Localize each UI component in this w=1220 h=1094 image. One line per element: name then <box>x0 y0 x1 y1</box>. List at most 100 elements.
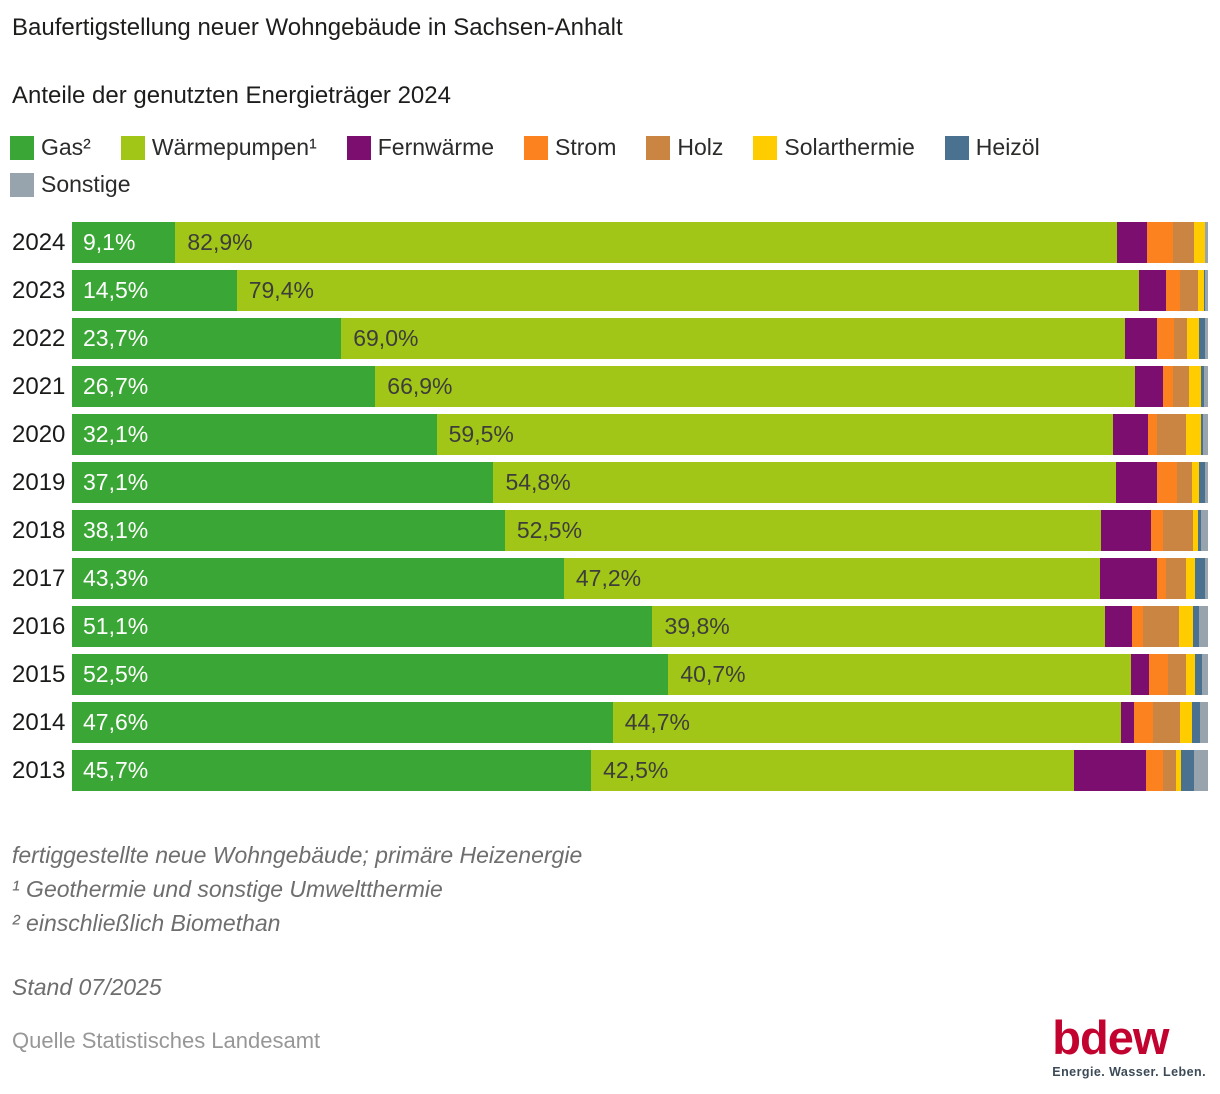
stacked-bar: 45,7% 42,5% <box>72 750 1208 791</box>
bar-segment-solarthermie <box>1176 750 1182 791</box>
bar-segment-sonstige <box>1203 366 1208 407</box>
segment-value-label: 23,7% <box>83 325 149 351</box>
chart-row-2018: 2018 38,1% 52,5% <box>0 510 1208 551</box>
footnote-line-3: ² einschließlich Biomethan <box>12 910 281 936</box>
chart-row-2015: 2015 52,5% 40,7% <box>0 654 1208 695</box>
bar-segment-fernwärme <box>1100 558 1157 599</box>
year-label: 2015 <box>12 660 66 688</box>
bar-segment-wärmepumpen: 40,7% <box>668 654 1131 695</box>
bar-segment-gas: 47,6% <box>72 702 613 743</box>
segment-value-label: 44,7% <box>624 709 690 735</box>
year-label: 2019 <box>12 468 66 496</box>
chart-row-2019: 2019 37,1% 54,8% <box>0 462 1208 503</box>
bar-segment-sonstige <box>1204 558 1208 599</box>
bar-segment-strom <box>1134 702 1153 743</box>
bar-segment-sonstige <box>1199 606 1208 647</box>
bar-segment-strom <box>1162 366 1173 407</box>
bar-segment-sonstige <box>1193 750 1208 791</box>
segment-value-label: 39,8% <box>664 613 730 639</box>
bar-segment-fernwärme <box>1101 510 1152 551</box>
chart-row-2022: 2022 23,7% 69,0% <box>0 318 1208 359</box>
segment-value-label: 42,5% <box>603 757 669 783</box>
bar-segment-fernwärme <box>1117 222 1147 263</box>
bar-segment-wärmepumpen: 82,9% <box>175 222 1118 263</box>
segment-value-label: 40,7% <box>680 661 746 687</box>
bar-segment-gas: 52,5% <box>72 654 669 695</box>
bar-segment-gas: 38,1% <box>72 510 505 551</box>
bar-segment-wärmepumpen: 42,5% <box>591 750 1074 791</box>
bar-segment-solarthermie <box>1180 702 1193 743</box>
stacked-bar: 26,7% 66,9% <box>72 366 1208 407</box>
legend-label: Strom <box>555 134 617 160</box>
bar-segment-heizöl <box>1193 606 1200 647</box>
stacked-bar: 32,1% 59,5% <box>72 414 1208 455</box>
chart-row-2020: 2020 32,1% 59,5% <box>0 414 1208 455</box>
legend-swatch-icon <box>120 135 145 160</box>
segment-value-label: 45,7% <box>83 757 149 783</box>
segment-value-label: 59,5% <box>448 421 514 447</box>
bar-segment-strom <box>1156 558 1166 599</box>
bar-segment-holz <box>1174 318 1187 359</box>
stacked-bar: 23,7% 69,0% <box>72 318 1208 359</box>
legend-label: Gas² <box>41 134 91 160</box>
segment-value-label: 82,9% <box>187 229 253 255</box>
stacked-bar: 52,5% 40,7% <box>72 654 1208 695</box>
year-label: 2021 <box>12 372 66 400</box>
page-title: Baufertigstellung neuer Wohngebäude in S… <box>12 14 623 41</box>
bar-segment-wärmepumpen: 69,0% <box>341 318 1126 359</box>
bar-segment-solarthermie <box>1178 606 1194 647</box>
legend-label: Fernwärme <box>377 134 495 160</box>
bar-segment-sonstige <box>1204 462 1208 503</box>
bar-segment-gas: 43,3% <box>72 558 564 599</box>
bar-segment-strom <box>1148 654 1168 695</box>
legend-item: Fernwärme <box>346 134 495 161</box>
bar-segment-solarthermie <box>1186 318 1199 359</box>
legend-swatch-icon <box>646 135 671 160</box>
chart-row-2013: 2013 45,7% 42,5% <box>0 750 1208 791</box>
chart-row-2016: 2016 51,1% 39,8% <box>0 606 1208 647</box>
segment-value-label: 32,1% <box>83 421 149 447</box>
bar-segment-heizöl <box>1181 750 1194 791</box>
bar-segment-holz <box>1142 606 1179 647</box>
footnote-line-2: ¹ Geothermie und sonstige Umweltthermie <box>12 876 443 902</box>
logo-wordmark: bdew <box>1052 1011 1169 1064</box>
legend-swatch-icon <box>944 135 969 160</box>
stacked-bar: 38,1% 52,5% <box>72 510 1208 551</box>
chart-row-2014: 2014 47,6% 44,7% <box>0 702 1208 743</box>
legend-item: Strom <box>524 134 616 161</box>
segment-value-label: 43,3% <box>83 565 149 591</box>
bar-segment-sonstige <box>1205 270 1208 311</box>
bar-segment-holz <box>1167 654 1186 695</box>
year-label: 2023 <box>12 276 66 304</box>
bar-segment-fernwärme <box>1125 318 1157 359</box>
bar-segment-solarthermie <box>1188 366 1201 407</box>
bar-segment-sonstige <box>1203 414 1208 455</box>
bar-segment-heizöl <box>1199 462 1205 503</box>
legend-item: Heizöl <box>944 134 1040 161</box>
bar-segment-wärmepumpen: 59,5% <box>436 414 1113 455</box>
chart-row-2017: 2017 43,3% 47,2% <box>0 558 1208 599</box>
bar-segment-fernwärme <box>1120 702 1135 743</box>
year-label: 2022 <box>12 324 66 352</box>
bar-segment-heizöl <box>1200 414 1204 455</box>
bar-segment-wärmepumpen: 44,7% <box>612 702 1121 743</box>
segment-value-label: 26,7% <box>83 373 149 399</box>
bdew-logo: bdew Energie. Wasser. Leben. <box>1052 1011 1206 1080</box>
bar-segment-solarthermie <box>1194 222 1205 263</box>
stand-note: Stand 07/2025 <box>12 974 162 1000</box>
stacked-bar-chart: 2024 9,1% 82,9% 2023 14,5% 79,4% 2022 23,7% 69,0… <box>0 222 1208 798</box>
year-label: 2016 <box>12 612 66 640</box>
stacked-bar: 51,1% 39,8% <box>72 606 1208 647</box>
bar-segment-solarthermie <box>1186 558 1196 599</box>
year-label: 2020 <box>12 420 66 448</box>
bar-segment-fernwärme <box>1130 654 1149 695</box>
year-label: 2013 <box>12 756 66 784</box>
bar-segment-sonstige <box>1199 702 1208 743</box>
stacked-bar: 37,1% 54,8% <box>72 462 1208 503</box>
bar-segment-holz <box>1176 462 1192 503</box>
segment-value-label: 47,6% <box>83 709 149 735</box>
segment-value-label: 52,5% <box>516 517 583 543</box>
bar-segment-sonstige <box>1202 654 1208 695</box>
bar-segment-gas: 45,7% <box>72 750 592 791</box>
bar-segment-heizöl <box>1203 270 1206 311</box>
